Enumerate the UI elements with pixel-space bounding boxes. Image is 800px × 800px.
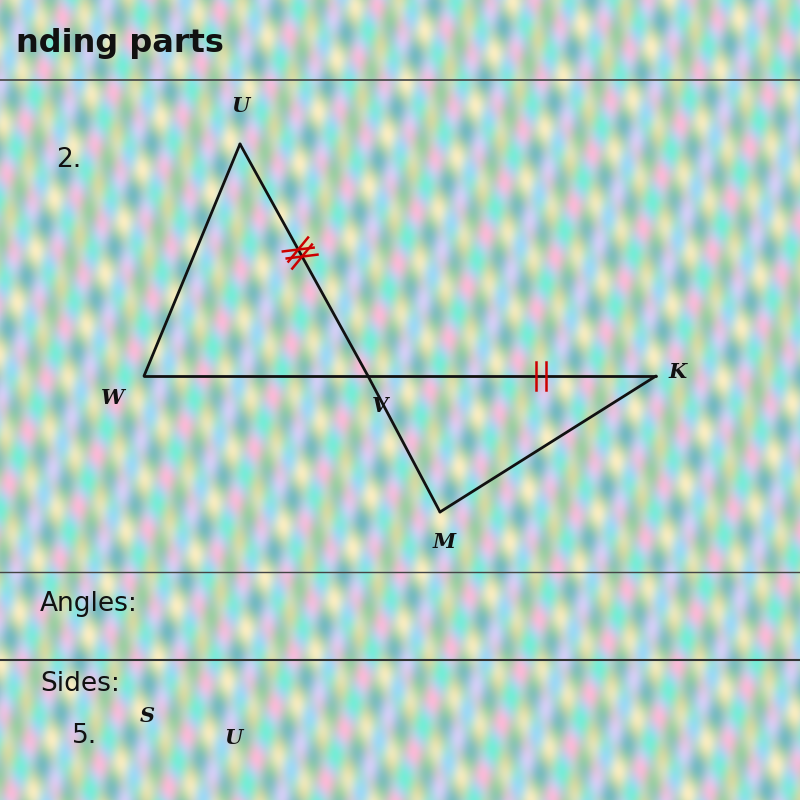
Text: K: K — [668, 362, 686, 382]
Text: 2.: 2. — [56, 147, 82, 173]
Text: W: W — [101, 388, 124, 408]
Text: U: U — [231, 96, 249, 116]
Text: V: V — [372, 396, 388, 416]
Text: nding parts: nding parts — [16, 28, 224, 59]
Text: Angles:: Angles: — [40, 591, 138, 617]
Text: S: S — [140, 706, 155, 726]
Text: U: U — [224, 728, 242, 749]
Text: M: M — [433, 532, 455, 552]
Text: Sides:: Sides: — [40, 671, 120, 697]
Text: 5.: 5. — [72, 723, 98, 749]
